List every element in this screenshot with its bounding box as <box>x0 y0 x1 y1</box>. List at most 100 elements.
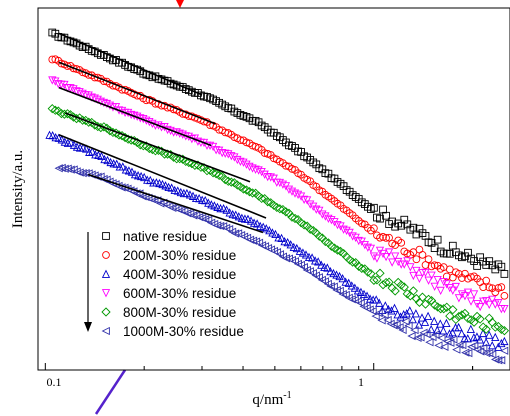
data-point <box>436 319 445 328</box>
data-point <box>372 254 382 263</box>
data-point <box>205 141 215 151</box>
data-point <box>262 224 271 233</box>
y-axis-label: Intensity/a.u. <box>10 150 26 228</box>
data-point <box>233 155 242 165</box>
data-point <box>448 327 457 337</box>
data-point <box>424 276 433 285</box>
data-point <box>230 153 239 162</box>
data-point <box>82 144 91 153</box>
data-point <box>463 334 472 343</box>
legend-marker-4 <box>101 307 111 317</box>
data-point <box>380 310 389 319</box>
data-point <box>146 175 155 185</box>
x-ticks <box>44 363 474 370</box>
fit-line-4 <box>64 112 251 183</box>
data-point <box>434 341 443 350</box>
data-point <box>169 152 179 162</box>
data-point <box>281 254 290 263</box>
data-point <box>420 317 430 326</box>
data-point <box>466 297 476 306</box>
data-point <box>338 289 347 299</box>
data-point <box>275 204 285 214</box>
data-point <box>430 316 439 325</box>
red-arrow-fragment <box>176 0 184 8</box>
data-point <box>494 299 503 308</box>
data-point <box>407 331 416 341</box>
x-axis-label-exponent: -1 <box>283 390 291 401</box>
data-point <box>257 193 267 204</box>
series-0 <box>48 28 509 278</box>
data-point <box>457 310 467 320</box>
data-point <box>226 177 236 187</box>
data-point <box>401 317 410 326</box>
legend-marker-0 <box>102 232 110 240</box>
data-point <box>338 274 347 283</box>
data-point <box>66 138 76 147</box>
data-point <box>400 260 409 269</box>
data-point <box>469 290 479 299</box>
data-point <box>497 262 506 271</box>
data-point <box>427 271 436 280</box>
data-point <box>69 85 78 94</box>
data-point <box>248 236 258 245</box>
data-point <box>372 295 381 304</box>
data-point <box>224 150 233 159</box>
data-point <box>433 325 442 334</box>
data-point <box>460 292 470 301</box>
data-point <box>384 277 394 287</box>
data-point <box>317 260 326 269</box>
legend-marker-2 <box>101 269 111 278</box>
data-point <box>141 192 150 202</box>
data-point <box>470 341 479 350</box>
data-point <box>479 283 488 292</box>
data-point <box>201 215 210 224</box>
data-point <box>254 166 263 175</box>
x-tick-label-1: 1 <box>358 375 364 389</box>
data-point <box>314 257 323 266</box>
data-point <box>494 284 503 292</box>
data-point <box>423 311 433 320</box>
data-point <box>411 309 421 318</box>
data-point <box>369 252 379 261</box>
data-point <box>57 135 66 144</box>
legend-label-4: 800M-30% residue <box>123 305 236 320</box>
data-point <box>417 313 427 322</box>
legend-entries: native residue 200M-30% residue 400M-30% r… <box>101 229 244 339</box>
data-point <box>50 105 60 115</box>
data-point <box>394 257 403 267</box>
data-point <box>327 216 336 225</box>
data-point <box>254 238 264 247</box>
data-point <box>488 295 497 304</box>
data-point <box>218 148 227 158</box>
data-point <box>464 348 473 358</box>
data-point <box>356 299 365 308</box>
data-point <box>475 335 485 344</box>
data-point <box>181 156 191 167</box>
data-point <box>383 315 392 325</box>
data-point <box>342 226 351 236</box>
data-point <box>357 219 366 228</box>
data-point <box>293 259 302 268</box>
data-point <box>88 147 97 156</box>
data-point <box>410 326 419 335</box>
data-point <box>440 342 449 351</box>
data-point <box>469 317 479 327</box>
data-point <box>482 276 491 285</box>
data-point <box>439 277 448 287</box>
data-point <box>404 321 413 330</box>
data-point <box>332 285 341 295</box>
data-point <box>409 271 418 281</box>
data-point <box>167 183 176 192</box>
data-point <box>105 101 115 110</box>
legend-label-1: 200M-30% residue <box>123 248 236 263</box>
data-point <box>112 159 121 168</box>
data-point <box>287 187 297 196</box>
data-point <box>72 65 81 73</box>
data-point <box>97 151 106 160</box>
data-point <box>426 296 437 306</box>
data-point <box>103 155 112 165</box>
data-point <box>457 290 467 299</box>
data-point <box>442 302 452 312</box>
data-point <box>323 263 332 272</box>
data-point <box>48 76 57 85</box>
